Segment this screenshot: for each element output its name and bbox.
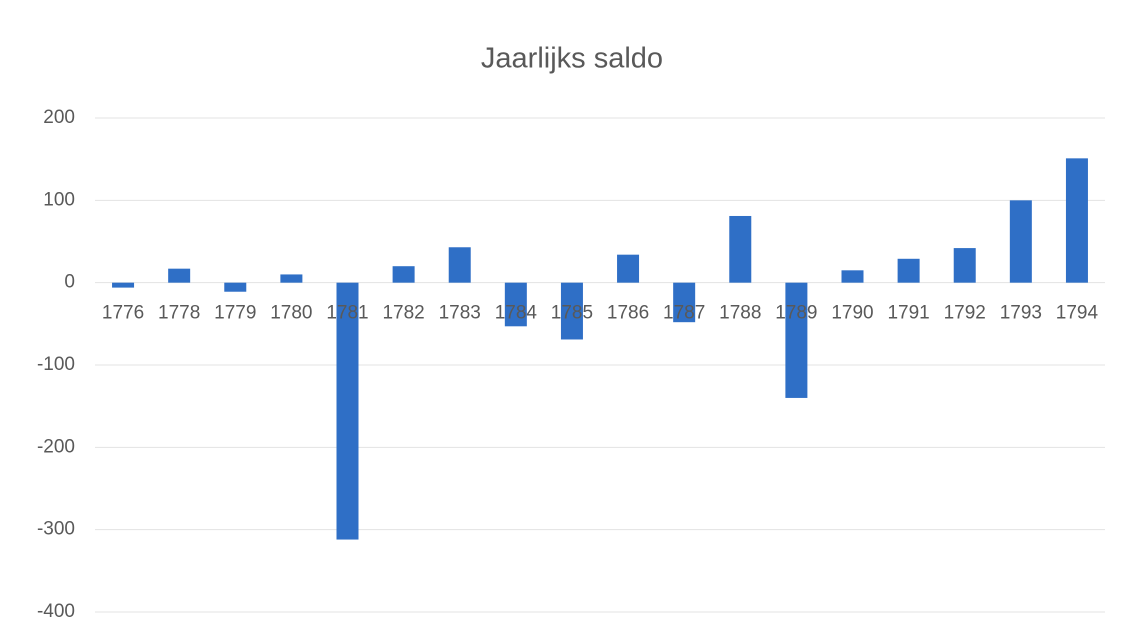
x-tick-label: 1790	[831, 303, 873, 324]
x-tick-label: 1776	[102, 303, 144, 324]
x-tick-label: 1778	[158, 303, 200, 324]
bar	[280, 274, 303, 283]
bar	[560, 282, 583, 340]
x-tick-label: 1791	[887, 303, 929, 324]
y-tick-label: -400	[37, 601, 75, 622]
x-tick-label: 1787	[663, 303, 705, 324]
bar	[392, 266, 415, 283]
x-tick-label: 1782	[382, 303, 424, 324]
x-tick-label: 1786	[607, 303, 649, 324]
y-tick-label: 200	[43, 107, 75, 128]
bar	[1009, 200, 1032, 283]
x-tick-label: 1783	[439, 303, 481, 324]
x-tick-label: 1788	[719, 303, 761, 324]
chart-title: Jaarlijks saldo	[481, 43, 663, 75]
bar	[785, 282, 808, 398]
x-tick-label: 1789	[775, 303, 817, 324]
bar	[224, 282, 247, 292]
x-tick-label: 1794	[1056, 303, 1099, 324]
x-tick-label: 1784	[495, 303, 538, 324]
bar	[673, 282, 696, 323]
bar	[112, 282, 135, 288]
bar	[168, 268, 191, 283]
x-tick-label: 1781	[326, 303, 368, 324]
x-tick-label: 1785	[551, 303, 593, 324]
x-tick-label: 1780	[270, 303, 312, 324]
y-tick-label: -200	[37, 436, 75, 457]
bar	[897, 258, 920, 283]
bar	[504, 282, 527, 327]
bar	[953, 248, 976, 283]
y-tick-label: 0	[64, 272, 75, 293]
bar	[1065, 158, 1088, 283]
bar	[841, 270, 864, 283]
y-tick-label: -100	[37, 354, 75, 375]
x-tick-label: 1779	[214, 303, 256, 324]
y-tick-label: -300	[37, 519, 75, 540]
bar	[617, 254, 640, 283]
x-tick-label: 1792	[944, 303, 986, 324]
y-tick-label: 100	[43, 189, 75, 210]
bar	[448, 247, 471, 283]
bar	[336, 282, 359, 540]
bar	[729, 215, 752, 283]
x-tick-label: 1793	[1000, 303, 1042, 324]
